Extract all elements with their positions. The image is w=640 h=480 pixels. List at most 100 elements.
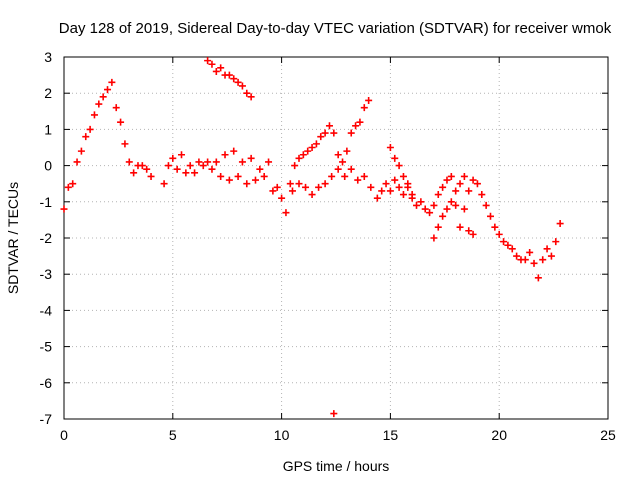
y-tick-label: -6 (40, 375, 53, 391)
data-point (138, 162, 146, 170)
data-point (491, 223, 499, 231)
data-point (295, 154, 303, 162)
data-point (147, 172, 155, 180)
data-point (408, 191, 416, 199)
y-tick-label: -4 (40, 302, 53, 318)
data-point (86, 125, 94, 133)
data-point (482, 201, 490, 209)
data-point (352, 122, 360, 130)
data-point (247, 93, 255, 101)
data-point (212, 158, 220, 166)
y-axis-label: SDTVAR / TECUs (5, 182, 21, 294)
data-point (308, 191, 316, 199)
data-point (125, 158, 133, 166)
data-point (225, 71, 233, 79)
data-point (447, 198, 455, 206)
data-point (77, 147, 85, 155)
data-point (539, 256, 547, 264)
data-point (328, 172, 336, 180)
data-point (286, 180, 294, 188)
data-point (208, 165, 216, 173)
data-point (439, 183, 447, 191)
data-point (230, 75, 238, 83)
data-point (543, 245, 551, 253)
data-point (60, 205, 68, 213)
data-point (395, 162, 403, 170)
data-point (382, 180, 390, 188)
data-point (434, 223, 442, 231)
data-point (243, 180, 251, 188)
y-tick-label: 0 (44, 158, 52, 174)
x-tick-label: 25 (600, 427, 616, 443)
y-tick-label: 2 (44, 85, 52, 101)
data-point (238, 82, 246, 90)
data-point (204, 158, 212, 166)
data-point (508, 245, 516, 253)
data-point (160, 180, 168, 188)
data-point (169, 154, 177, 162)
grid (64, 57, 608, 419)
data-point (315, 183, 323, 191)
data-point (178, 151, 186, 159)
data-point (500, 238, 508, 246)
data-point (465, 187, 473, 195)
data-point (421, 205, 429, 213)
data-point (302, 183, 310, 191)
data-point (82, 133, 90, 141)
x-tick-label: 20 (491, 427, 507, 443)
y-tick-label: -2 (40, 230, 53, 246)
data-point (521, 256, 529, 264)
data-point (173, 165, 181, 173)
data-point (547, 252, 555, 260)
data-point (495, 230, 503, 238)
data-point (356, 118, 364, 126)
data-points (60, 57, 564, 418)
data-point (334, 165, 342, 173)
data-point (417, 198, 425, 206)
data-point (430, 234, 438, 242)
data-point (478, 191, 486, 199)
data-point (199, 162, 207, 170)
data-point (504, 241, 512, 249)
data-point (217, 172, 225, 180)
data-point (552, 238, 560, 246)
data-point (321, 180, 329, 188)
data-point (399, 172, 407, 180)
y-tick-label: -7 (40, 411, 53, 427)
y-tick-label: 3 (44, 49, 52, 65)
data-point (526, 248, 534, 256)
data-point (469, 176, 477, 184)
data-point (117, 118, 125, 126)
data-point (391, 154, 399, 162)
data-point (291, 162, 299, 170)
data-point (434, 191, 442, 199)
data-point (273, 183, 281, 191)
data-point (386, 144, 394, 151)
data-point (95, 100, 103, 108)
data-point (186, 162, 194, 170)
data-point (473, 180, 481, 188)
data-point (367, 183, 375, 191)
data-point (330, 410, 338, 418)
data-point (108, 78, 116, 86)
data-point (278, 194, 286, 202)
data-point (260, 172, 268, 180)
y-tick-label: -5 (40, 339, 53, 355)
data-point (195, 158, 203, 166)
data-point (90, 111, 98, 119)
data-point (404, 183, 412, 191)
data-point (69, 180, 77, 188)
data-point (312, 140, 320, 148)
x-tick-label: 0 (60, 427, 68, 443)
data-point (295, 180, 303, 188)
data-point (486, 212, 494, 220)
data-point (347, 165, 355, 173)
data-point (238, 158, 246, 166)
data-point (456, 180, 464, 188)
data-point (452, 187, 460, 195)
data-point (164, 162, 172, 170)
x-tick-label: 15 (383, 427, 399, 443)
data-point (64, 183, 72, 191)
data-point (204, 57, 212, 65)
